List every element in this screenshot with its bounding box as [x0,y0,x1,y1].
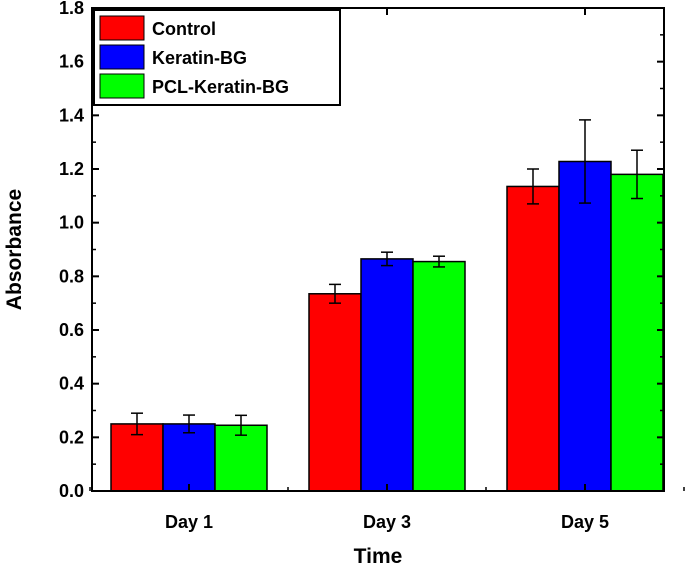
y-tick-label: 1.2 [59,159,84,179]
bar-pcl-keratin-bg [610,173,664,492]
x-tick-label: Day 3 [363,512,411,532]
y-tick-label: 1.4 [59,105,84,125]
x-tick-label: Day 5 [561,512,609,532]
axis-layer: 0.0 0.2 0.4 0.6 0.8 1.0 1.2 1.4 1.6 1.8 Day 1 Day 3… [59,0,685,532]
legend-label: PCL-Keratin-BG [152,77,289,97]
x-tick-label: Day 1 [165,512,213,532]
y-tick-label: 0.4 [59,374,84,394]
legend-swatch [99,44,145,70]
y-tick-label: 0.2 [59,427,84,447]
bar-keratin-bg [360,258,414,492]
bar-control [506,185,560,492]
bar-pcl-keratin-bg [412,260,466,492]
bar-keratin-bg [162,423,216,492]
y-tick-label: 1.8 [59,0,84,18]
error-bars-layer [131,119,643,436]
legend-swatch [99,73,145,99]
legend-label: Control [152,19,216,39]
y-tick-label: 0.0 [59,481,84,501]
bar-pcl-keratin-bg [214,424,268,492]
y-tick-label: 0.6 [59,320,84,340]
legend: Control Keratin-BG PCL-Keratin-BG [93,9,341,106]
y-tick-label: 1.6 [59,52,84,72]
legend-label: Keratin-BG [152,48,247,68]
x-axis-title: Time [354,545,403,568]
bar-keratin-bg [558,160,612,492]
bar-control [308,293,362,492]
bars-layer [110,160,664,492]
y-tick-label: 1.0 [59,213,84,233]
y-tick-label: 0.8 [59,266,84,286]
legend-swatch [99,15,145,41]
y-axis-title: Absorbance [3,189,26,310]
